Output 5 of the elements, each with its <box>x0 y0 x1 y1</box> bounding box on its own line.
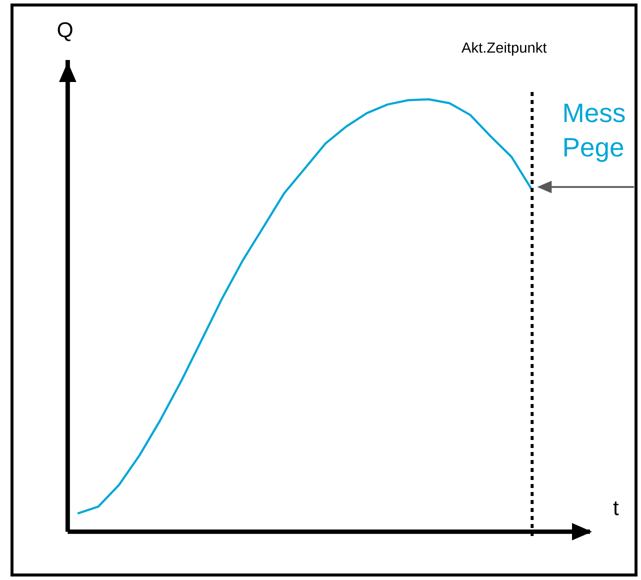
x-axis-title: t <box>613 501 619 516</box>
text: Pege <box>564 138 624 162</box>
text: Mess <box>564 104 625 122</box>
text: Akt.Zeitpunkt <box>462 42 547 56</box>
y-axis-title: Q <box>58 22 72 42</box>
